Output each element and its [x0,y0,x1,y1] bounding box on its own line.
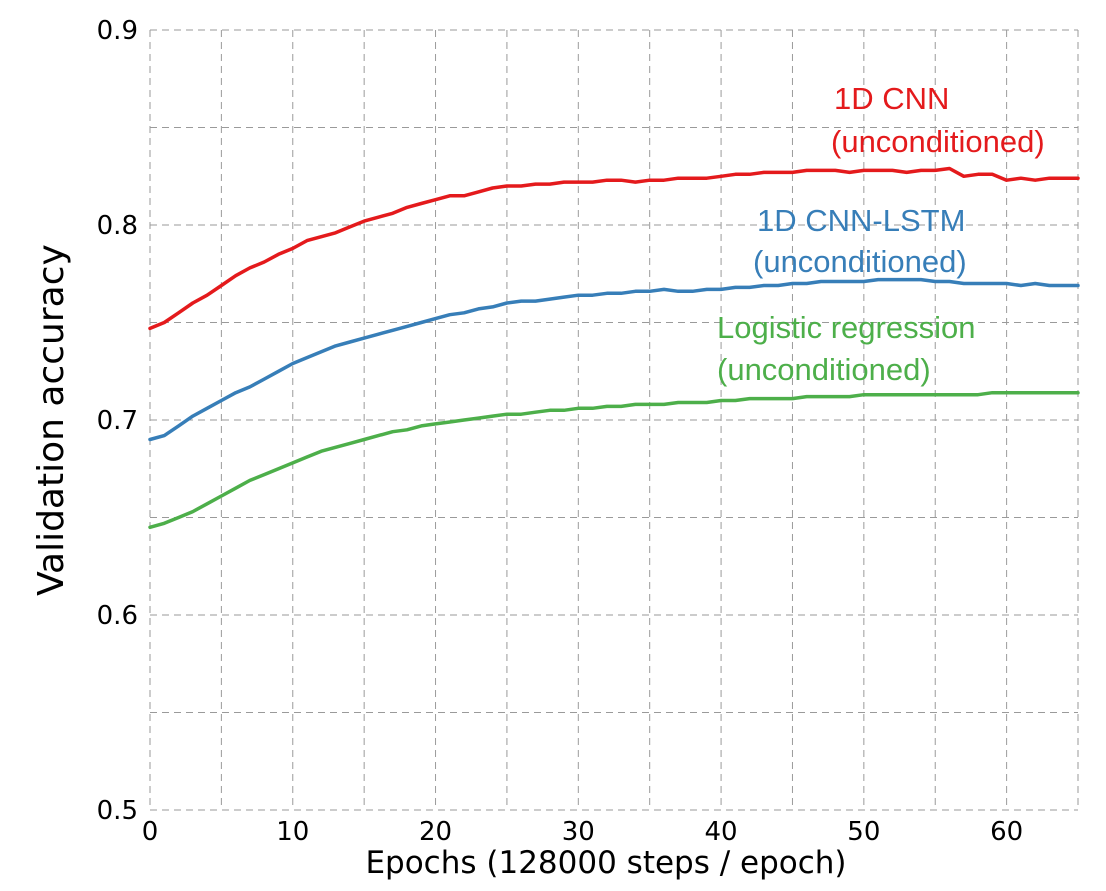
x-tick-label: 0 [142,817,159,847]
y-tick-label: 0.5 [97,796,138,826]
series-annotation-1: 1D CNN [834,81,949,116]
series-annotation-3: (unconditioned) [717,352,931,387]
series-annotation-1: (unconditioned) [831,124,1045,159]
x-tick-label: 40 [705,817,738,847]
series-line-2 [148,277,1080,442]
series-annotation-2: (unconditioned) [753,244,967,279]
series-annotation-2: 1D CNN-LSTM [757,203,965,238]
series-annotation-3: Logistic regression [717,310,975,345]
grid-lines [149,29,1079,811]
x-tick-label: 50 [847,817,880,847]
series-line-1 [148,166,1080,331]
y-tick-label: 0.9 [97,16,138,46]
x-tick-label: 30 [562,817,595,847]
series-line-3 [148,390,1080,530]
y-tick-label: 0.7 [97,406,138,436]
y-axis-label: Validation accuracy [31,244,72,596]
x-tick-label: 10 [276,817,309,847]
x-tick-labels: 0 10 20 30 40 50 60 [142,817,1023,847]
y-tick-label: 0.8 [97,211,138,241]
y-tick-label: 0.6 [97,601,138,631]
x-tick-label: 20 [419,817,452,847]
y-tick-labels: 0.5 0.6 0.7 0.8 0.9 [97,16,138,826]
series-lines [148,166,1080,530]
x-tick-label: 60 [990,817,1023,847]
x-axis-label: Epochs (128000 steps / epoch) [365,845,846,881]
series-annotations: 1D CNN (unconditioned) 1D CNN-LSTM (uncondi… [717,81,1045,387]
